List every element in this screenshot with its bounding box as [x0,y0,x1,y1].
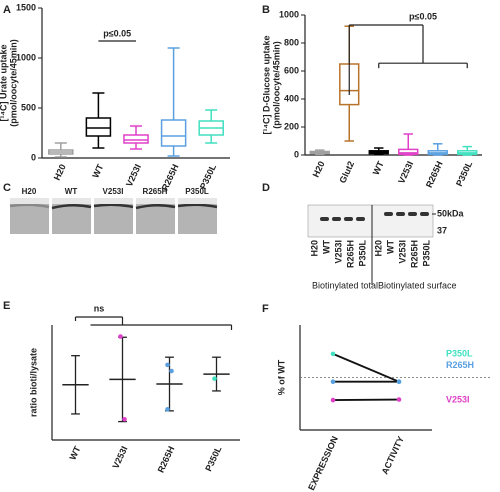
lane-label: WT [385,240,395,254]
tissue-upper [94,198,133,204]
series-line [332,353,400,383]
x-tick-label: R265H [424,160,445,190]
lane-label: V253I [333,240,343,264]
series-label: P350L [446,348,473,358]
data-point [212,376,217,381]
y-axis-label: ratio bioti/lysate [28,348,38,417]
band [320,217,329,221]
box [160,119,187,147]
x-tick-label: R265H [156,445,177,475]
y-tick-label: 800 [284,37,299,47]
tissue-upper [136,198,175,204]
lane-label: P350L [357,240,367,267]
y-tick-label: 1000 [16,52,36,62]
y-tick-label: 1000 [279,9,299,19]
band [396,212,405,216]
y-axis-label: [¹⁴C] D-Glucose uptake [261,36,271,135]
x-tick-label: V253I [396,160,415,186]
panel-letter: D [262,182,270,194]
lane-label: R265H [409,240,419,268]
band [356,217,365,221]
annotation: p≤0.05 [103,28,131,38]
lane-label: P350L [421,240,431,267]
x-tick-label: V253I [124,163,143,189]
y-axis-label: [¹⁴C] Urate uptake [0,45,8,122]
tissue-edge [135,204,176,210]
box [123,134,149,144]
series-point [396,379,402,385]
y-tick-label: 400 [284,93,299,103]
lane-label: H20 [373,240,383,257]
data-point [165,407,170,412]
lane-label: P350L [185,187,209,196]
lane-label: V253I [397,240,407,264]
data-point [165,362,170,368]
x-tick-label: Glut2 [337,160,356,185]
panel-letter: E [3,300,10,312]
series-point [330,351,336,357]
series-label: R265H [446,360,474,370]
tissue-edge [177,203,218,209]
y-tick-label: 600 [284,65,299,75]
panel-letter: F [262,303,269,315]
tissue-upper [178,198,217,204]
band [420,212,429,216]
lane-label: WT [321,240,331,254]
data-point [118,334,123,339]
series-line [332,398,400,401]
y-axis-label-unit: (pmol/oocyte/45min) [271,41,281,129]
tissue-edge [51,204,92,210]
lane-label: H20 [22,187,37,196]
tissue-edge [9,203,50,209]
x-tick-label: V253I [110,445,129,471]
data-point [122,417,127,422]
band [384,212,393,216]
y-tick-label: 200 [284,121,299,131]
x-tick-label: WT [371,159,386,176]
x-tick-label: ACTIVITY [380,435,406,476]
panel-letter: A [3,4,11,16]
box [398,148,419,156]
group-label: Biotinylated total [312,280,378,290]
box [85,117,112,137]
band [408,212,417,216]
tissue-upper [10,198,49,204]
series-point [330,397,336,403]
series-point [396,397,402,402]
lane-label: H20 [309,240,319,257]
x-tick-label: P350L [203,444,223,473]
x-tick-label: WT [67,444,82,461]
band [344,217,353,221]
y-tick-label: 0 [294,149,299,159]
y-axis-label: % of WT [276,359,286,395]
marker-label: 50kDa [437,208,465,218]
lane-label: WT [65,187,78,196]
blot [307,204,434,238]
tissue-upper [52,198,91,204]
x-tick-label: H20 [311,160,327,179]
lane-label: V253I [103,187,124,196]
series-point [330,379,336,385]
band [332,217,341,221]
lane-label: R265H [143,187,168,196]
marker-label: 37 [437,225,447,235]
annotation: p≤0.05 [409,11,437,21]
panel-letter: C [3,182,11,194]
series-label: V253I [446,394,470,404]
annotation: ns [94,303,105,313]
x-tick-label: P350L [454,159,474,188]
y-tick-label: 1500 [16,2,36,12]
panel-letter: B [262,4,270,16]
x-tick-label: EXPRESSION [306,435,340,492]
x-tick-label: WT [90,162,105,179]
data-point [169,368,174,374]
y-axis-label-unit: (pmol/oocyte/45min) [8,39,18,127]
x-tick-label: H20 [52,163,68,182]
lane-label: R265H [345,240,355,268]
group-label: Biotinylated surface [378,280,457,290]
y-tick-label: 0 [31,152,36,162]
y-tick-label: 500 [21,102,36,112]
tissue-edge [93,203,134,209]
